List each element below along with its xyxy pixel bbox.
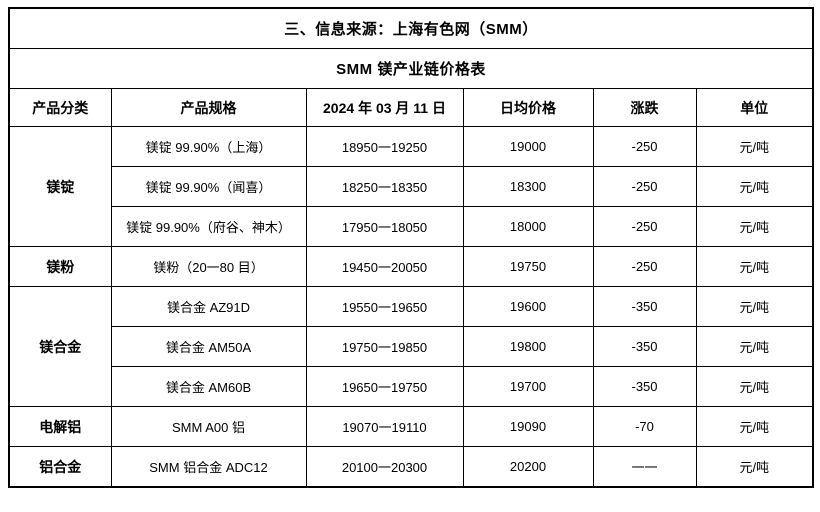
price-range-cell: 19450一20050 <box>305 246 464 287</box>
table-row: 镁合金 AM60B 19650一19750 19700 -350 元/吨 <box>9 366 814 407</box>
category-cell: 镁合金 <box>8 286 112 407</box>
unit-cell: 元/吨 <box>695 286 814 327</box>
section-title-row: 三、信息来源：上海有色网（SMM） <box>8 7 814 49</box>
table-row: 镁合金 AM50A 19750一19850 19800 -350 元/吨 <box>9 326 814 367</box>
change-cell: -250 <box>592 246 697 287</box>
spec-cell: SMM A00 铝 <box>110 406 307 447</box>
category-cell: 铝合金 <box>8 446 112 488</box>
table-row: 镁粉 镁粉（20一80 目） 19450一20050 19750 -250 元/… <box>8 246 814 287</box>
spec-cell: 镁锭 99.90%（闻喜） <box>110 166 307 207</box>
change-cell: -250 <box>592 166 697 207</box>
change-cell: 一一 <box>592 446 697 488</box>
change-cell: -350 <box>592 366 697 407</box>
avg-price-cell: 19000 <box>462 126 594 167</box>
price-range-cell: 18950一19250 <box>305 126 464 167</box>
price-table: 三、信息来源：上海有色网（SMM） SMM 镁产业链价格表 产品分类 产品规格 … <box>8 7 814 488</box>
spec-cell: 镁锭 99.90%（府谷、神木） <box>110 206 307 247</box>
table-row: 镁合金 镁合金 AZ91D 19550一19650 19600 -350 元/吨 <box>8 286 814 407</box>
spec-cell: 镁合金 AZ91D <box>110 286 307 327</box>
table-row: 镁锭 99.90%（府谷、神木） 17950一18050 18000 -250 … <box>9 206 814 247</box>
header-unit: 单位 <box>695 88 814 127</box>
header-row: 产品分类 产品规格 2024 年 03 月 11 日 日均价格 涨跌 单位 <box>8 88 814 127</box>
header-category: 产品分类 <box>8 88 112 127</box>
price-range-cell: 18250一18350 <box>305 166 464 207</box>
change-cell: -250 <box>592 126 697 167</box>
avg-price-cell: 18300 <box>462 166 594 207</box>
price-range-cell: 19750一19850 <box>305 326 464 367</box>
avg-price-cell: 19800 <box>462 326 594 367</box>
unit-cell: 元/吨 <box>695 406 814 447</box>
table-title-row: SMM 镁产业链价格表 <box>8 48 814 89</box>
table-row: 镁锭 镁锭 99.90%（上海） 18950一19250 19000 -250 … <box>8 126 814 247</box>
header-change: 涨跌 <box>592 88 697 127</box>
table-title: SMM 镁产业链价格表 <box>8 48 814 89</box>
avg-price-cell: 20200 <box>462 446 594 488</box>
table-row: 铝合金 SMM 铝合金 ADC12 20100一20300 20200 一一 元… <box>8 446 814 488</box>
category-cell: 电解铝 <box>8 406 112 447</box>
unit-cell: 元/吨 <box>695 126 814 167</box>
change-cell: -70 <box>592 406 697 447</box>
change-cell: -250 <box>592 206 697 247</box>
category-cell: 镁锭 <box>8 126 112 247</box>
price-range-cell: 19070一19110 <box>305 406 464 447</box>
header-avg-price: 日均价格 <box>462 88 594 127</box>
change-cell: -350 <box>592 326 697 367</box>
spec-cell: 镁粉（20一80 目） <box>110 246 307 287</box>
spec-cell: 镁合金 AM50A <box>110 326 307 367</box>
section-title: 三、信息来源：上海有色网（SMM） <box>8 7 814 49</box>
unit-cell: 元/吨 <box>695 246 814 287</box>
avg-price-cell: 19090 <box>462 406 594 447</box>
avg-price-cell: 18000 <box>462 206 594 247</box>
unit-cell: 元/吨 <box>695 326 814 367</box>
table-row: 电解铝 SMM A00 铝 19070一19110 19090 -70 元/吨 <box>8 406 814 447</box>
unit-cell: 元/吨 <box>695 166 814 207</box>
header-spec: 产品规格 <box>110 88 307 127</box>
avg-price-cell: 19700 <box>462 366 594 407</box>
price-range-cell: 17950一18050 <box>305 206 464 247</box>
spec-cell: SMM 铝合金 ADC12 <box>110 446 307 488</box>
table-row: 镁锭 99.90%（闻喜） 18250一18350 18300 -250 元/吨 <box>9 166 814 207</box>
spec-cell: 镁合金 AM60B <box>110 366 307 407</box>
category-cell: 镁粉 <box>8 246 112 287</box>
unit-cell: 元/吨 <box>695 366 814 407</box>
change-cell: -350 <box>592 286 697 327</box>
spec-cell: 镁锭 99.90%（上海） <box>110 126 307 167</box>
price-range-cell: 20100一20300 <box>305 446 464 488</box>
header-date: 2024 年 03 月 11 日 <box>305 88 464 127</box>
unit-cell: 元/吨 <box>695 446 814 488</box>
price-range-cell: 19650一19750 <box>305 366 464 407</box>
price-range-cell: 19550一19650 <box>305 286 464 327</box>
avg-price-cell: 19600 <box>462 286 594 327</box>
avg-price-cell: 19750 <box>462 246 594 287</box>
unit-cell: 元/吨 <box>695 206 814 247</box>
